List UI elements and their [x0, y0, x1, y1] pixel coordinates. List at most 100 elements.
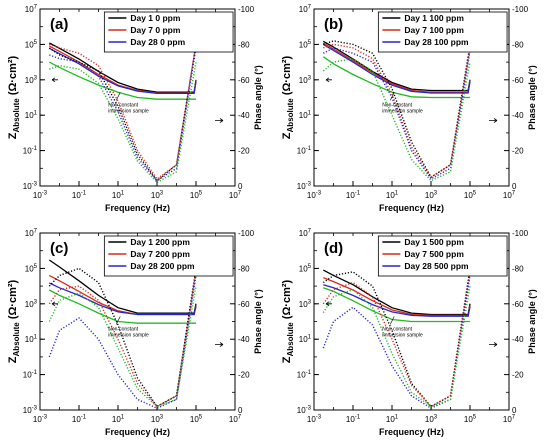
y-left-tick-label: 105 — [25, 40, 38, 50]
y-right-axis-label: Phase angle (°) — [527, 289, 537, 354]
impedance-line-3 — [48, 47, 197, 95]
legend-entry: Day 1 100 ppm — [404, 13, 464, 23]
y-left-tick-label: 10-3 — [297, 182, 312, 192]
y-left-tick-label: 105 — [299, 264, 312, 274]
phase-line-5 — [322, 268, 471, 408]
legend-entry: Day 7 200 ppm — [130, 249, 190, 259]
panel-3: 10-3 10-1 101 103 105 107 10-3 10-1 101 103 105 107… — [7, 229, 263, 438]
y-left-tick-label: 10-3 — [297, 406, 312, 416]
plot-area — [322, 268, 471, 409]
phase-line-7 — [322, 275, 471, 409]
x-tick-label: 10-3 — [307, 191, 322, 201]
annotation-pointer — [115, 92, 121, 101]
y-left-tick-label: 101 — [25, 335, 38, 345]
phase-line-7 — [48, 275, 197, 409]
y-left-axis-label: ZAbsolute (Ω·cm²) — [7, 279, 21, 363]
x-axis-label: Frequency (Hz) — [379, 427, 444, 437]
y-right-tick-label: -100 — [238, 229, 255, 238]
impedance-line-3 — [49, 282, 197, 316]
phase-line-6 — [48, 271, 197, 408]
x-tick-label: 10-1 — [72, 191, 87, 201]
annotation-text: immersion sample — [108, 108, 149, 114]
y-left-tick-label: 101 — [25, 111, 38, 121]
x-tick-label: 105 — [190, 415, 203, 425]
panel-label: (b) — [324, 16, 343, 33]
annotation-text: Non-constant — [382, 102, 412, 108]
x-tick-label: 103 — [151, 415, 164, 425]
plot-area — [48, 259, 197, 409]
y-right-tick-label: -80 — [512, 264, 524, 273]
right-axis-arrow — [489, 118, 498, 123]
y-left-tick-label: 103 — [299, 299, 312, 309]
phase-line-5 — [48, 267, 197, 408]
y-right-axis-label: Phase angle (°) — [253, 65, 263, 130]
right-axis-arrow — [215, 342, 224, 347]
left-axis-arrow — [51, 77, 58, 83]
legend-entry: Day 1 0 ppm — [130, 13, 181, 23]
y-right-tick-label: -80 — [512, 40, 524, 49]
annotation-text: Non-constant — [108, 326, 138, 332]
right-axis-arrow — [489, 342, 498, 347]
y-left-tick-label: 103 — [25, 299, 38, 309]
impedance-line-4 — [323, 287, 470, 323]
legend-entry: Day 1 200 ppm — [130, 237, 190, 247]
x-tick-label: 10-3 — [33, 191, 48, 201]
x-tick-label: 10-1 — [346, 191, 361, 201]
y-left-axis-label: ZAbsolute (Ω·cm²) — [281, 279, 295, 363]
y-right-tick-label: -60 — [512, 76, 524, 85]
x-tick-label: 107 — [503, 191, 516, 201]
y-right-tick-label: -80 — [238, 264, 250, 273]
x-tick-label: 103 — [425, 415, 438, 425]
y-left-tick-label: 10-1 — [297, 370, 312, 380]
left-axis-arrow — [51, 301, 58, 307]
legend-entry: Day 28 100 ppm — [404, 37, 469, 47]
y-right-axis-label: Phase angle (°) — [253, 289, 263, 354]
panel-1: 10-3 10-1 101 103 105 107 10-3 10-1 101 103 105 107… — [7, 5, 263, 214]
panel-label: (d) — [324, 240, 343, 257]
y-left-tick-label: 10-3 — [23, 406, 38, 416]
x-tick-label: 103 — [151, 191, 164, 201]
y-left-tick-label: 10-3 — [23, 182, 38, 192]
x-tick-label: 105 — [190, 191, 203, 201]
impedance-line-4 — [48, 289, 196, 324]
phase-line-8 — [322, 285, 471, 408]
y-right-tick-label: -60 — [238, 300, 250, 309]
y-left-axis-label: ZAbsolute (Ω·cm²) — [281, 55, 295, 139]
y-right-tick-label: -100 — [512, 5, 529, 14]
y-right-tick-label: -80 — [238, 40, 250, 49]
annotation-text: immersion sample — [108, 332, 149, 338]
y-right-tick-label: -20 — [238, 147, 250, 156]
legend-entry: Day 7 500 ppm — [404, 249, 464, 259]
y-right-tick-label: -100 — [512, 229, 529, 238]
legend-entry: Day 7 0 ppm — [130, 25, 181, 35]
y-right-axis-label: Phase angle (°) — [527, 65, 537, 130]
x-tick-label: 101 — [386, 415, 399, 425]
legend-entry: Day 28 0 ppm — [130, 37, 185, 47]
impedance-line-1 — [48, 259, 197, 314]
y-left-tick-label: 107 — [25, 229, 38, 239]
right-axis-arrow — [215, 118, 224, 123]
x-tick-label: 107 — [229, 191, 242, 201]
x-tick-label: 105 — [464, 415, 477, 425]
legend-entry: Day 1 500 ppm — [404, 237, 464, 247]
y-left-tick-label: 101 — [299, 335, 312, 345]
x-tick-label: 101 — [112, 191, 125, 201]
y-left-tick-label: 10-1 — [297, 146, 312, 156]
y-left-tick-label: 107 — [25, 5, 38, 15]
x-tick-label: 103 — [425, 191, 438, 201]
impedance-line-2 — [322, 42, 471, 93]
x-axis-label: Frequency (Hz) — [105, 427, 170, 437]
y-left-axis-label: ZAbsolute (Ω·cm²) — [7, 55, 21, 139]
x-tick-label: 10-3 — [33, 415, 48, 425]
impedance-line-1 — [49, 42, 197, 93]
x-tick-label: 10-1 — [72, 415, 87, 425]
annotation-pointer — [115, 316, 121, 325]
impedance-line-2 — [49, 45, 197, 94]
y-right-tick-label: -40 — [512, 111, 524, 120]
y-right-tick-label: 0 — [512, 182, 517, 191]
x-tick-label: 101 — [112, 415, 125, 425]
y-right-tick-label: -20 — [512, 147, 524, 156]
y-right-tick-label: -100 — [238, 5, 255, 14]
legend-entry: Day 28 200 ppm — [130, 261, 195, 271]
